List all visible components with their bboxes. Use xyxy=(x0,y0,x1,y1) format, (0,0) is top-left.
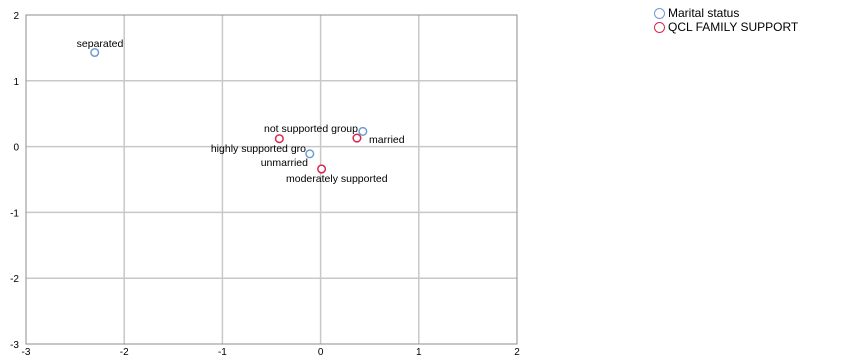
plot-area-frame xyxy=(25,14,518,345)
point-label: separated xyxy=(77,38,124,50)
legend-item: QCL FAMILY SUPPORT xyxy=(654,20,798,34)
y-tick-label: -3 xyxy=(10,340,19,351)
point-moderately-supported xyxy=(317,164,327,174)
x-tick-label: -1 xyxy=(218,347,227,358)
chart-grid xyxy=(26,15,517,344)
y-tick-label: -1 xyxy=(10,208,19,219)
point-unmarried xyxy=(305,149,315,159)
point-label: highly supported gro xyxy=(211,143,306,155)
point-label: married xyxy=(369,134,405,146)
point-labels: separated married unmarried not supported g… xyxy=(77,38,405,185)
point-label: unmarried xyxy=(261,157,308,169)
point-highly-supported-gro xyxy=(352,133,362,143)
x-tick-label: -2 xyxy=(120,347,129,358)
legend-item: Marital status xyxy=(654,6,798,20)
point-married xyxy=(358,126,368,137)
point-label: not supported group xyxy=(264,123,358,135)
x-tick-label: 2 xyxy=(514,347,520,358)
chart-canvas: -3 -2 -1 0 1 2 2 1 0 -1 -2 -3 separated married unmar… xyxy=(10,11,520,358)
chart-legend: Marital status QCL FAMILY SUPPORT xyxy=(654,6,798,34)
x-tick-label: 1 xyxy=(416,347,422,358)
legend-marker-circle-icon xyxy=(654,7,665,19)
axis-ticks: -3 -2 -1 0 1 2 2 1 0 -1 -2 -3 xyxy=(10,11,520,358)
point-label: moderately supported xyxy=(286,173,388,185)
point-separated xyxy=(90,47,100,58)
y-tick-label: 0 xyxy=(13,143,19,154)
chart-points xyxy=(90,47,368,174)
y-tick-label: 1 xyxy=(13,77,19,88)
legend-label: Marital status xyxy=(668,6,740,20)
y-tick-label: 2 xyxy=(13,11,19,22)
x-tick-label: -3 xyxy=(22,347,31,358)
legend-marker-circle-icon xyxy=(654,21,665,33)
y-tick-label: -2 xyxy=(10,274,19,285)
legend-label: QCL FAMILY SUPPORT xyxy=(668,20,799,34)
x-tick-label: 0 xyxy=(318,347,324,358)
point-not-supported-group xyxy=(274,134,284,144)
